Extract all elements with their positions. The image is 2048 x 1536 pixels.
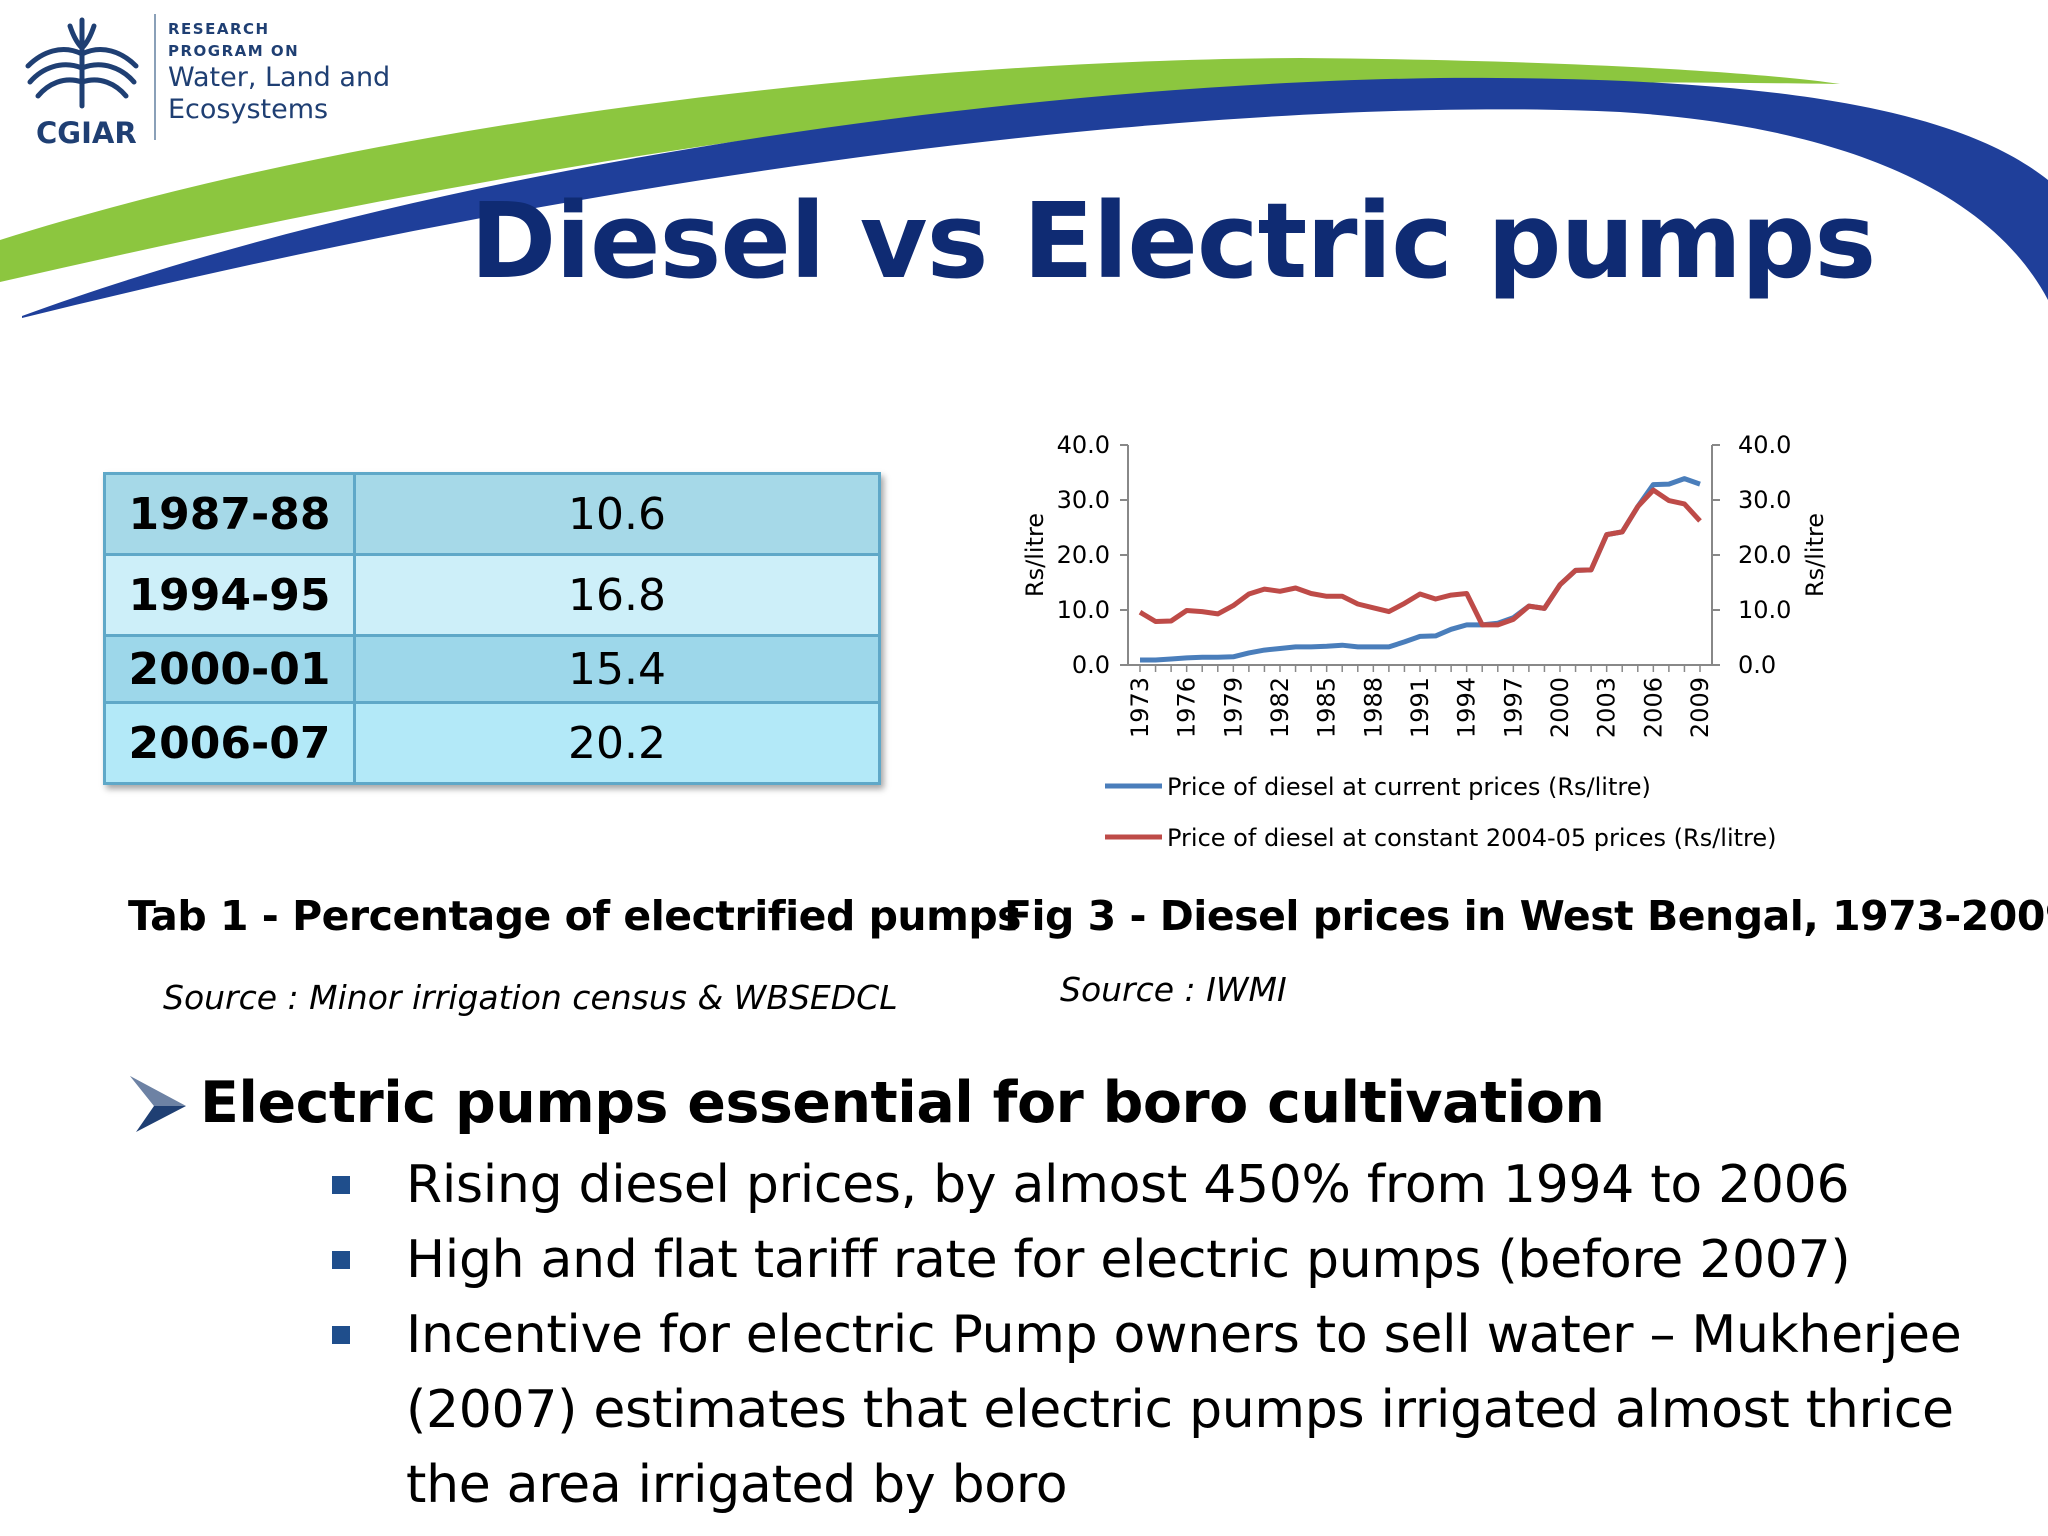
diesel-price-chart: 0.010.020.030.040.0 0.010.020.030.040.0 … xyxy=(1021,431,1829,852)
x-tick-label: 2009 xyxy=(1686,677,1714,738)
table-cell-value: 10.6 xyxy=(353,472,881,556)
logo-line-water: Water, Land and xyxy=(168,62,391,93)
x-tick-label: 1973 xyxy=(1126,677,1154,738)
y-axis-left-label: Rs/litre xyxy=(1021,513,1049,597)
logo-line-research: RESEARCH xyxy=(168,20,270,38)
table-row: 2000-01 15.4 xyxy=(103,634,881,704)
x-tick-label: 1982 xyxy=(1266,677,1294,738)
header-swoosh xyxy=(0,58,2048,319)
list-item: High and flat tariff rate for electric p… xyxy=(330,1223,2030,1298)
square-bullet-icon xyxy=(332,1251,350,1269)
square-bullet-icon xyxy=(332,1176,350,1194)
sub-bullet-text: Rising diesel prices, by almost 450% fro… xyxy=(406,1155,1850,1215)
x-tick-label: 1985 xyxy=(1313,677,1341,738)
cgiar-logo: CGIAR RESEARCH PROGRAM ON Water, Land an… xyxy=(22,14,422,154)
y-tick-label: 30.0 xyxy=(1738,486,1791,514)
table-cell-value: 20.2 xyxy=(353,701,881,785)
logo-divider xyxy=(154,14,156,140)
y-axis-right-label: Rs/litre xyxy=(1801,513,1829,597)
table-cell-year: 2000-01 xyxy=(103,634,356,704)
logo-line-program: PROGRAM ON xyxy=(168,42,300,60)
x-tick-label: 2006 xyxy=(1639,677,1667,738)
logo-program-text: RESEARCH PROGRAM ON Water, Land and Ecos… xyxy=(168,18,390,126)
chart-legend: Price of diesel at current prices (Rs/li… xyxy=(1105,773,1777,852)
x-tick-label: 1991 xyxy=(1406,677,1434,738)
table-row: 1987-88 10.6 xyxy=(103,472,881,556)
table-caption: Tab 1 - Percentage of electrified pumps xyxy=(128,892,1022,940)
series-line-current-prices xyxy=(1140,476,1701,663)
y-tick-label: 10.0 xyxy=(1738,596,1791,624)
list-item: Incentive for electric Pump owners to se… xyxy=(330,1298,2030,1523)
x-tick-label: 1979 xyxy=(1219,677,1247,738)
logo-line-ecosystems: Ecosystems xyxy=(168,94,329,125)
figure-source: Source : IWMI xyxy=(1060,970,1287,1009)
table-row: 2006-07 20.2 xyxy=(103,701,881,785)
x-tick-label: 1988 xyxy=(1359,677,1387,738)
y-tick-label: 30.0 xyxy=(1057,486,1110,514)
main-bullet-text: Electric pumps essential for boro cultiv… xyxy=(200,1070,1605,1136)
x-tick-label: 1994 xyxy=(1453,677,1481,738)
x-tick-label: 2000 xyxy=(1546,677,1574,738)
figure-caption: Fig 3 - Diesel prices in West Bengal, 19… xyxy=(1004,892,2048,940)
x-axis-ticks: 1973 1976 1979 1982 1985 1988 1991 1994 1997 2000… xyxy=(1126,665,1714,738)
y-tick-label: 20.0 xyxy=(1738,541,1791,569)
y-tick-label: 0.0 xyxy=(1072,651,1110,679)
table-cell-year: 1987-88 xyxy=(103,472,356,556)
table-source: Source : Minor irrigation census & WBSED… xyxy=(163,978,898,1017)
table-cell-value: 15.4 xyxy=(353,634,881,704)
slide-title: Diesel vs Electric pumps xyxy=(470,180,1876,302)
logo-org-name: CGIAR xyxy=(36,116,137,150)
sub-bullet-text-cont: (2007) estimates that electric pumps irr… xyxy=(406,1380,1954,1440)
series-line-constant-prices xyxy=(1138,487,1702,628)
y-tick-label: 40.0 xyxy=(1738,431,1791,459)
table-cell-year: 1994-95 xyxy=(103,553,356,637)
legend-label-current: Price of diesel at current prices (Rs/li… xyxy=(1167,773,1651,801)
x-tick-label: 1997 xyxy=(1499,677,1527,738)
y-axis-right-ticks: 0.0 10.0 20.0 30.0 40.0 xyxy=(1712,431,1791,679)
table-cell-year: 2006-07 xyxy=(103,701,356,785)
y-tick-label: 0.0 xyxy=(1738,651,1776,679)
y-axis-left-ticks: 0.0 10.0 20.0 30.0 40.0 xyxy=(1057,431,1128,679)
arrow-bullet-icon xyxy=(130,1076,186,1132)
table-row: 1994-95 16.8 xyxy=(103,553,881,637)
cgiar-wheat-icon xyxy=(25,17,139,109)
sub-bullet-text-cont: the area irrigated by boro xyxy=(406,1455,1068,1515)
sub-bullet-text: High and flat tariff rate for electric p… xyxy=(406,1230,1851,1290)
x-tick-label: 1976 xyxy=(1173,677,1201,738)
sub-bullet-text: Incentive for electric Pump owners to se… xyxy=(406,1305,1962,1365)
legend-label-constant: Price of diesel at constant 2004-05 pric… xyxy=(1167,824,1777,852)
y-tick-label: 20.0 xyxy=(1057,541,1110,569)
x-tick-label: 2003 xyxy=(1593,677,1621,738)
table-cell-value: 16.8 xyxy=(353,553,881,637)
list-item: Rising diesel prices, by almost 450% fro… xyxy=(330,1148,2030,1223)
electrified-pumps-table: 1987-88 10.6 1994-95 16.8 2000-01 15.4 2… xyxy=(103,472,881,785)
chart-axes xyxy=(1127,445,1713,666)
sub-bullet-list: Rising diesel prices, by almost 450% fro… xyxy=(330,1148,2030,1523)
y-tick-label: 10.0 xyxy=(1057,596,1110,624)
square-bullet-icon xyxy=(332,1326,350,1344)
y-tick-label: 40.0 xyxy=(1057,431,1110,459)
